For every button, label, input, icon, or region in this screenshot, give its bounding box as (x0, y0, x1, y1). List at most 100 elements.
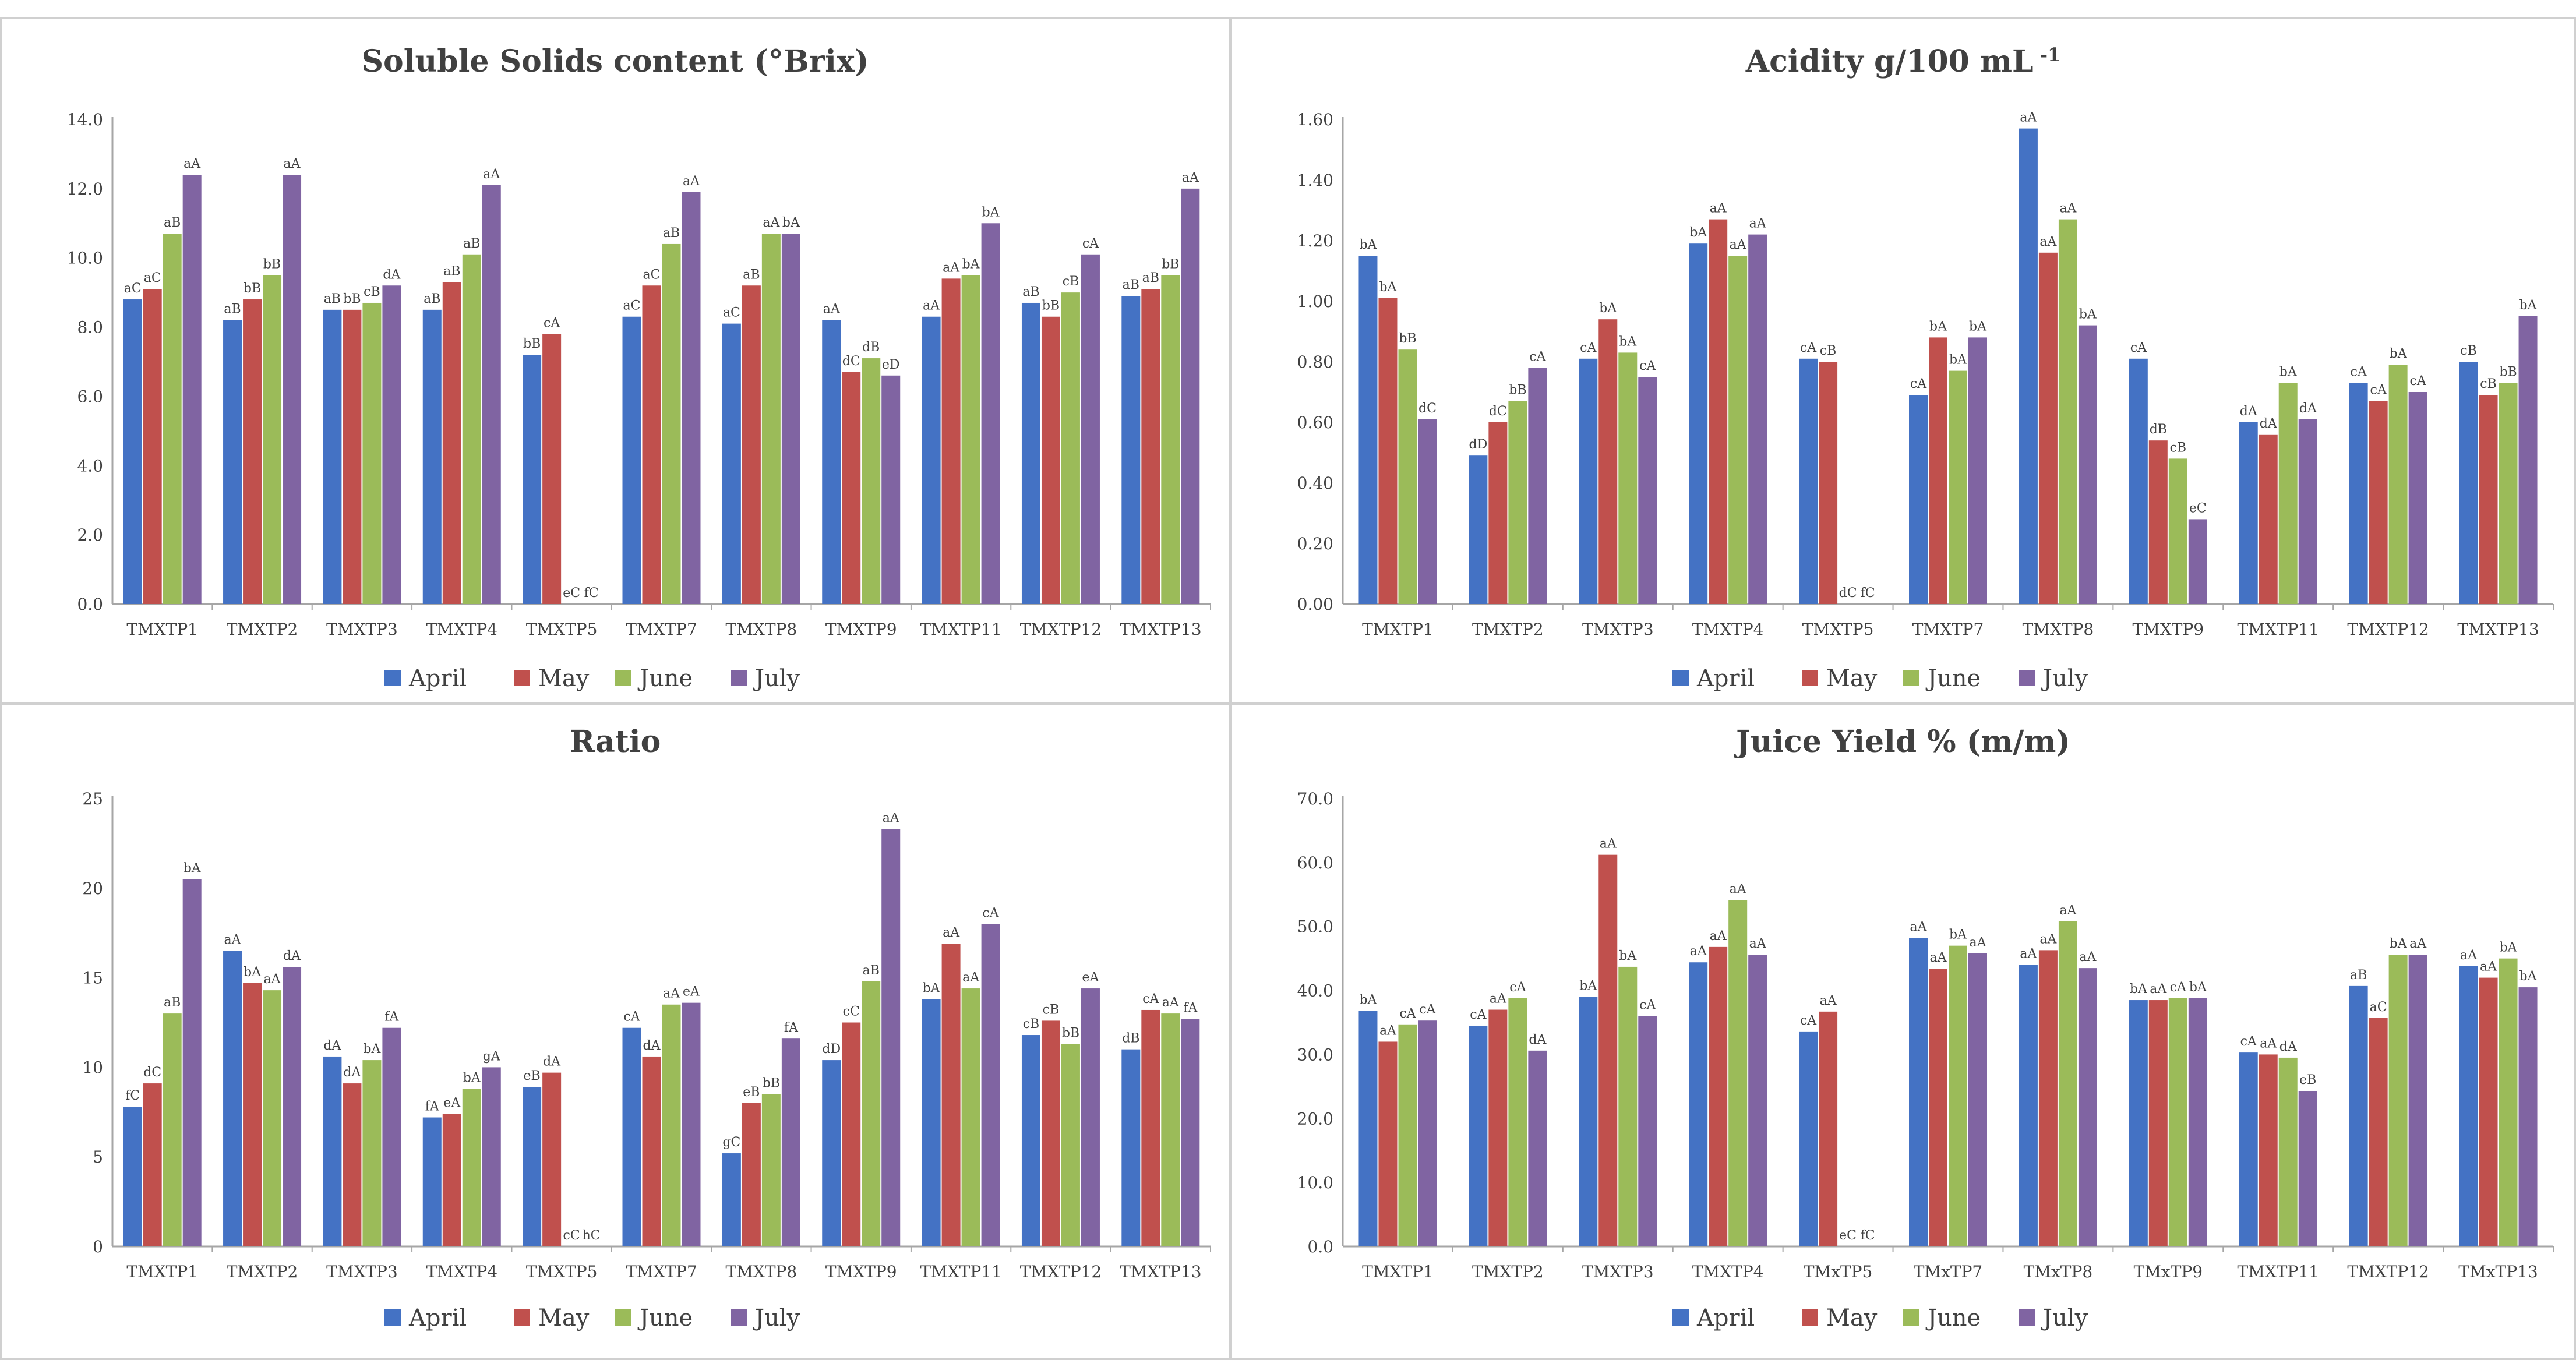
data-label: aC (2370, 1000, 2387, 1015)
legend-swatch-may (1802, 670, 1818, 686)
data-label: cA (2240, 1034, 2257, 1049)
data-label: aA (2480, 960, 2497, 974)
bar-july-tmxtp9 (881, 829, 901, 1246)
x-tick-label: TMXTP1 (126, 620, 198, 639)
bar-may-tmxtp4 (1709, 946, 1728, 1246)
bar-may-tmxtp11 (2259, 1054, 2278, 1246)
bar-july-tmxtp1 (1418, 419, 1437, 604)
y-tick-label: 6.0 (77, 387, 103, 406)
data-label: eB (743, 1085, 760, 1100)
legend-label-june: June (1925, 1305, 1981, 1331)
bar-april-tmxtp9 (822, 1060, 841, 1246)
data-label: cA (2170, 980, 2187, 995)
x-tick-label: TMxTP9 (2134, 1262, 2203, 1281)
data-label: cA (1399, 1006, 1416, 1021)
data-label: aA (1749, 937, 1767, 951)
y-tick-label: 10 (82, 1058, 103, 1077)
legend-label-june: June (637, 1305, 693, 1331)
bar-july-tmxtp7 (1968, 337, 1987, 604)
bar-may-tmxtp13 (1141, 289, 1160, 604)
legend-swatch-july (731, 670, 747, 686)
data-label: cB (364, 285, 380, 299)
data-label: bB (523, 337, 541, 351)
bar-june-tmxtp13 (2499, 383, 2518, 604)
bar-april-tmxtp7 (1909, 395, 1928, 604)
data-label: aB (324, 292, 341, 306)
data-label: dA (2240, 404, 2258, 419)
bar-july-tmxtp9 (881, 375, 901, 604)
data-label: bA (782, 216, 800, 230)
bar-april-tmxtp2 (223, 320, 242, 604)
legend-label-june: June (637, 665, 693, 692)
data-label: bA (1929, 319, 1947, 334)
data-label: gA (483, 1049, 501, 1064)
data-label: cA (1639, 359, 1656, 373)
y-tick-label: 0.0 (1307, 1237, 1333, 1256)
data-label: eC (563, 586, 580, 600)
x-tick-label: TMXTP13 (2457, 620, 2539, 639)
data-label: bB (763, 1076, 780, 1091)
data-label: bA (962, 257, 980, 271)
data-label: aA (1182, 171, 1199, 185)
legend-label-april: April (1696, 665, 1755, 692)
data-label: aA (923, 299, 940, 313)
bar-july-tmxtp4 (482, 185, 501, 604)
data-label: aA (1929, 951, 1947, 965)
y-tick-label: 15 (82, 969, 103, 988)
data-label: bB (263, 257, 281, 271)
data-label: dA (1529, 1033, 1547, 1047)
bar-april-tmxtp12 (1021, 1035, 1040, 1246)
y-tick-label: 0.60 (1297, 413, 1333, 432)
bar-june-tmxtp1 (163, 1013, 182, 1246)
bar-june-tmxtp8 (761, 1094, 781, 1246)
data-label: bB (2499, 365, 2517, 379)
data-label: cA (1142, 992, 1159, 1006)
bar-june-tmxtp4 (462, 254, 481, 604)
bar-april-tmxtp9 (2129, 358, 2148, 604)
bar-july-tmxtp11 (981, 924, 1000, 1246)
data-label: bB (1509, 383, 1526, 398)
x-tick-label: TMXTP11 (2238, 620, 2319, 639)
data-label: bA (1379, 280, 1397, 295)
data-label: aA (2059, 202, 2077, 216)
bar-june-tmxtp11 (2278, 1057, 2298, 1246)
chart-soluble-solids: Soluble Solids content (°Brix) 0.0 2.0 4.0 6… (67, 44, 1211, 692)
chart-title: Acidity g/100 mL -1 (1745, 44, 2060, 79)
legend-label-may: May (538, 1305, 590, 1331)
x-tick-label: TMXTP1 (1362, 620, 1434, 639)
bar-june-tmxtp1 (1398, 349, 1417, 604)
bar-june-tmxtp3 (1618, 966, 1638, 1246)
bar-june-tmxtp7 (1949, 945, 1967, 1246)
bar-june-tmxtp2 (1508, 998, 1527, 1246)
bar-april-tmxtp12 (1021, 302, 1040, 604)
bar-may-tmxtp12 (2369, 1018, 2388, 1246)
x-tick-label: TMXTP7 (626, 620, 697, 639)
y-tick-label: 0.40 (1297, 474, 1333, 493)
bar-april-tmxtp9 (822, 320, 841, 604)
data-label: bA (2079, 308, 2097, 322)
legend-swatch-april (384, 1309, 401, 1326)
y-tick-label: 0.0 (77, 595, 103, 614)
data-label: aB (463, 236, 480, 251)
data-label: aA (1820, 994, 1837, 1008)
data-label: dA (543, 1055, 561, 1069)
data-label: aA (823, 302, 841, 317)
bar-july-tmxtp4 (1748, 234, 1767, 605)
bar-april-tmxtp1 (123, 299, 142, 604)
bar-june-tmxtp4 (1728, 256, 1748, 604)
bar-may-tmxtp3 (343, 1083, 362, 1246)
y-tick-label: 20 (82, 879, 103, 898)
legend-label-july: July (753, 1305, 800, 1331)
bar-april-tmxtp5 (523, 1087, 542, 1246)
bar-july-tmxtp9 (2188, 519, 2207, 604)
data-label: bB (343, 292, 361, 306)
data-label: aA (1730, 882, 1747, 897)
data-label: aC (723, 306, 740, 320)
bar-may-tmxtp2 (1488, 1009, 1508, 1246)
legend-swatch-may (514, 670, 530, 686)
bar-july-tmxtp3 (1638, 1016, 1657, 1246)
data-label: eA (443, 1096, 461, 1110)
data-label: bA (1689, 225, 1707, 240)
bar-june-tmxtp1 (1398, 1024, 1417, 1246)
data-label: aA (284, 157, 301, 171)
